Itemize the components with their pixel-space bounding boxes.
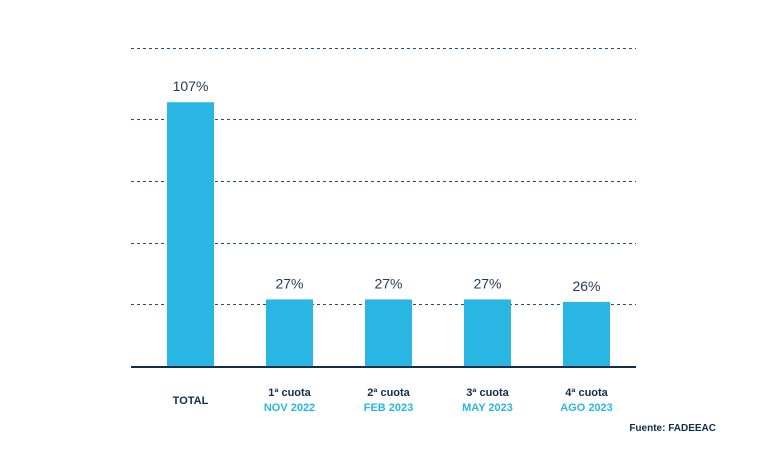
value-label-3: 27%: [473, 275, 501, 291]
bars: [167, 102, 610, 367]
category-date-1: NOV 2022: [264, 402, 315, 414]
bar-0: [167, 102, 214, 367]
bar-1: [266, 299, 313, 366]
bar-3: [464, 299, 511, 366]
gridlines: [131, 48, 636, 305]
labels: 107% TOTAL 27% 1ª cuota NOV 2022 27% 2ª cuota F…: [173, 78, 613, 414]
value-label-0: 107%: [173, 78, 209, 94]
category-date-2: FEB 2023: [364, 402, 414, 414]
bar-2: [365, 299, 412, 366]
category-label-1: 1ª cuota: [268, 387, 311, 399]
source-note: Fuente: FADEEAC: [629, 423, 716, 434]
category-label-0: TOTAL: [173, 395, 209, 407]
value-label-4: 26%: [572, 278, 600, 294]
category-label-2: 2ª cuota: [367, 387, 410, 399]
value-label-1: 27%: [275, 275, 303, 291]
category-label-3: 3ª cuota: [466, 387, 509, 399]
value-label-2: 27%: [374, 275, 402, 291]
category-label-4: 4ª cuota: [565, 387, 608, 399]
category-date-4: AGO 2023: [560, 402, 613, 414]
category-date-3: MAY 2023: [462, 402, 513, 414]
bar-4: [563, 301, 610, 366]
